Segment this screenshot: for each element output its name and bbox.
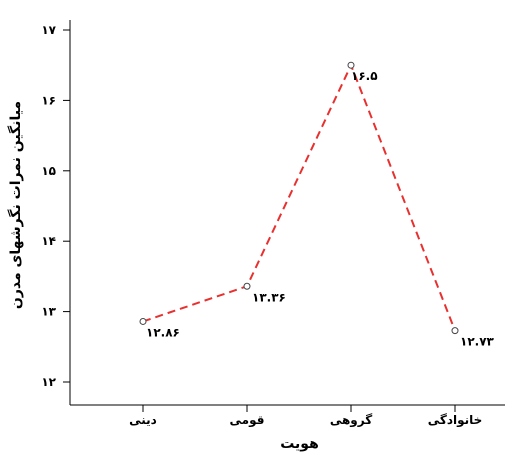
axes bbox=[69, 20, 505, 406]
x-tick-label: دینی bbox=[129, 413, 157, 427]
y-tick-label: ۱۶ bbox=[41, 93, 56, 107]
x-tick-label: خانوادگی bbox=[428, 413, 483, 428]
data-label: ۱۲.۸۶ bbox=[146, 325, 180, 339]
data-point-marker bbox=[139, 317, 147, 325]
data-label: ۱۲.۷۳ bbox=[460, 335, 495, 349]
y-tick-label: ۱۳ bbox=[41, 305, 56, 319]
data-point-marker bbox=[451, 327, 459, 335]
data-label: ۱۳.۳۶ bbox=[252, 290, 286, 304]
y-axis-title: میانگین نمرات نگرشهای مدرن bbox=[7, 101, 24, 309]
data-point-marker bbox=[347, 61, 355, 69]
data-point-marker bbox=[243, 282, 251, 290]
y-tick-label: ۱۴ bbox=[41, 234, 56, 248]
series-line bbox=[142, 62, 456, 331]
y-tick-label: ۱۵ bbox=[41, 164, 56, 178]
data-label: ۱۶.۵ bbox=[351, 69, 378, 83]
x-tick-label: قومی bbox=[230, 413, 265, 428]
x-tick-label: گروهی bbox=[330, 413, 372, 428]
y-tick-label: ۱۲ bbox=[41, 375, 56, 389]
y-tick-label: ۱۷ bbox=[41, 23, 56, 37]
series-group: ۱۲.۸۶ ۱۳.۳۶ ۱۶.۵ ۱۲.۷۳ bbox=[139, 61, 495, 349]
x-axis-title: هویت bbox=[280, 436, 319, 452]
y-ticks: ۱۲ ۱۳ ۱۴ ۱۵ ۱۶ ۱۷ bbox=[41, 23, 70, 389]
x-ticks: دینی قومی گروهی خانوادگی bbox=[129, 405, 482, 428]
